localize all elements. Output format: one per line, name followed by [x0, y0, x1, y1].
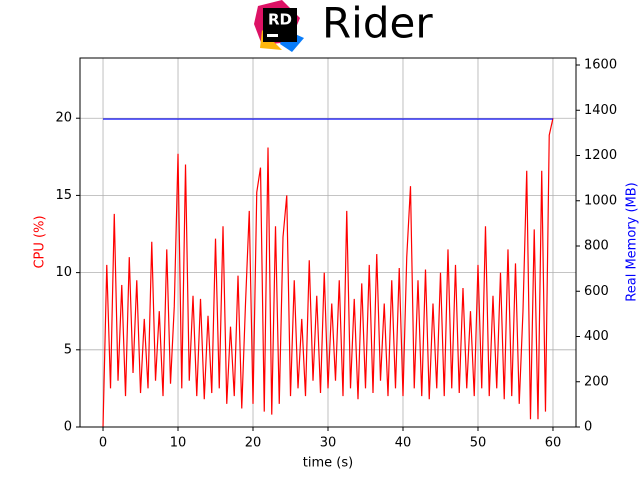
y2-tick-label: 1000 — [584, 193, 617, 208]
y2-tick-label: 1400 — [584, 103, 617, 118]
plot-frame — [79, 57, 577, 428]
y-tick-label: 20 — [55, 111, 72, 126]
y2-tick-label: 1600 — [584, 58, 617, 73]
y2-tick-label: 1200 — [584, 148, 617, 163]
x-tick-label: 40 — [395, 436, 412, 451]
y-axis-label: CPU (%) — [33, 215, 48, 268]
logo-text: RD — [268, 11, 292, 29]
x-tick-label: 60 — [545, 436, 562, 451]
y-tick-label: 5 — [64, 342, 72, 357]
x-tick-label: 0 — [99, 436, 107, 451]
x-tick-label: 10 — [170, 436, 187, 451]
x-tick-label: 50 — [470, 436, 487, 451]
chart-title: Rider — [322, 0, 433, 48]
x-axis-label: time (s) — [303, 456, 353, 471]
y2-tick-label: 800 — [584, 239, 609, 254]
y2-axis-label: Real Memory (MB) — [625, 182, 640, 301]
y2-tick-label: 600 — [584, 284, 609, 299]
y-tick-label: 15 — [55, 188, 72, 203]
y-tick-label: 10 — [55, 265, 72, 280]
series-line — [102, 118, 554, 428]
y-tick-label: 0 — [64, 420, 72, 435]
y2-tick-label: 400 — [584, 329, 609, 344]
y2-tick-label: 0 — [584, 420, 592, 435]
x-tick-label: 30 — [320, 436, 337, 451]
logo-bar — [267, 34, 278, 37]
x-tick-label: 20 — [245, 436, 262, 451]
y2-tick-label: 200 — [584, 374, 609, 389]
logo: RD — [254, 0, 304, 52]
